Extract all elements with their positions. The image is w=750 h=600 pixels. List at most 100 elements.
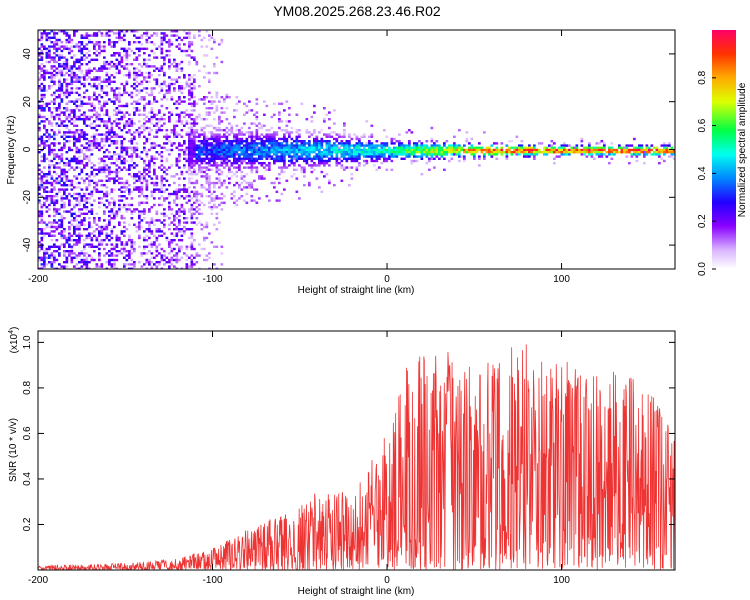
heatmap-cell <box>148 208 151 211</box>
heatmap-cell <box>58 245 61 248</box>
heatmap-cell <box>303 175 306 178</box>
heatmap-cell <box>223 135 226 138</box>
heatmap-cell <box>100 241 104 244</box>
heatmap-cell <box>173 78 176 81</box>
heatmap-cell <box>333 151 336 154</box>
heatmap-cell <box>193 159 196 163</box>
heatmap-cell <box>273 151 276 154</box>
heatmap-cell <box>303 140 306 143</box>
heatmap-cell <box>168 166 171 169</box>
heatmap-cell <box>133 263 136 266</box>
heatmap-cell <box>113 80 116 83</box>
heatmap-cell <box>48 60 51 64</box>
heatmap-cell <box>250 148 254 152</box>
heatmap-cell <box>78 140 81 143</box>
heatmap-cell <box>85 89 89 92</box>
heatmap-cell <box>120 47 124 50</box>
heatmap-cell <box>308 181 311 185</box>
heatmap-cell <box>235 148 239 152</box>
heatmap-cell <box>395 140 399 143</box>
heatmap-cell <box>243 153 246 156</box>
heatmap-cell <box>85 199 89 202</box>
heatmap-cell <box>220 208 224 211</box>
heatmap-cell <box>193 104 196 108</box>
heatmap-cell <box>435 148 439 152</box>
heatmap-cell <box>83 247 86 251</box>
heatmap-cell <box>178 197 181 200</box>
heatmap-cell <box>50 197 54 200</box>
heatmap-cell <box>145 58 149 61</box>
heatmap-cell <box>230 129 234 132</box>
heatmap-cell <box>133 67 136 70</box>
heatmap-cell <box>168 245 171 248</box>
heatmap-cell <box>313 155 316 158</box>
heatmap-cell <box>188 115 191 119</box>
heatmap-cell <box>103 168 106 171</box>
heatmap-cell <box>65 65 69 68</box>
heatmap-cell <box>225 162 229 165</box>
heatmap-cell <box>50 254 54 257</box>
heatmap-cell <box>150 115 154 119</box>
heatmap-cell <box>488 153 491 156</box>
heatmap-cell <box>198 254 201 257</box>
heatmap-cell <box>248 146 251 149</box>
heatmap-cell <box>303 151 306 154</box>
heatmap-cell <box>118 93 121 97</box>
heatmap-cell <box>140 65 144 68</box>
heatmap-cell <box>90 144 94 147</box>
heatmap-cell <box>160 184 164 187</box>
heatmap-cell <box>40 181 44 185</box>
heatmap-cell <box>323 153 326 156</box>
colorbar-tick-label: 0.4 <box>697 166 708 180</box>
heatmap-cell <box>215 212 219 215</box>
heatmap-cell <box>388 151 391 154</box>
heatmap-cell <box>163 36 166 39</box>
heatmap-cell <box>638 144 641 147</box>
heatmap-cell <box>438 148 441 152</box>
heatmap-cell <box>108 144 111 147</box>
heatmap-cell <box>270 151 274 154</box>
heatmap-cell <box>155 265 159 268</box>
heatmap-cell <box>85 201 89 204</box>
heatmap-cell <box>563 153 566 156</box>
heatmap-cell <box>43 102 46 105</box>
heatmap-cell <box>98 43 101 46</box>
heatmap-cell <box>103 166 106 169</box>
heatmap-cell <box>83 135 86 138</box>
heatmap-cell <box>75 267 79 269</box>
heatmap-cell <box>323 148 326 152</box>
heatmap-cell <box>63 170 66 174</box>
heatmap-cell <box>433 166 436 169</box>
heatmap-cell <box>83 54 86 57</box>
heatmap-cell <box>295 142 299 145</box>
heatmap-cell <box>190 203 194 207</box>
heatmap-cell <box>403 157 406 160</box>
heatmap-cell <box>63 243 66 246</box>
heatmap-cell <box>190 87 194 90</box>
heatmap-cell <box>140 265 144 268</box>
heatmap-cell <box>175 131 179 134</box>
heatmap-cell <box>58 142 61 145</box>
heatmap-cell <box>343 146 346 149</box>
heatmap-cell <box>190 232 194 235</box>
heatmap-cell <box>58 148 61 152</box>
heatmap-cell <box>95 263 99 266</box>
heatmap-cell <box>195 159 199 163</box>
heatmap-cell <box>640 144 644 147</box>
heatmap-cell <box>50 201 54 204</box>
heatmap-cell <box>113 131 116 134</box>
heatmap-cell <box>65 102 69 105</box>
heatmap-cell <box>320 159 324 163</box>
heatmap-cell <box>193 78 196 81</box>
heatmap-cell <box>153 155 156 158</box>
heatmap-cell <box>215 93 219 97</box>
heatmap-cell <box>103 137 106 141</box>
heatmap-cell <box>545 151 549 154</box>
heatmap-cell <box>325 162 329 165</box>
heatmap-cell <box>310 120 314 123</box>
heatmap-cell <box>120 162 124 165</box>
heatmap-cell <box>220 38 224 42</box>
heatmap-cell <box>175 135 179 138</box>
heatmap-cell <box>100 146 104 149</box>
heatmap-cell <box>190 243 194 246</box>
